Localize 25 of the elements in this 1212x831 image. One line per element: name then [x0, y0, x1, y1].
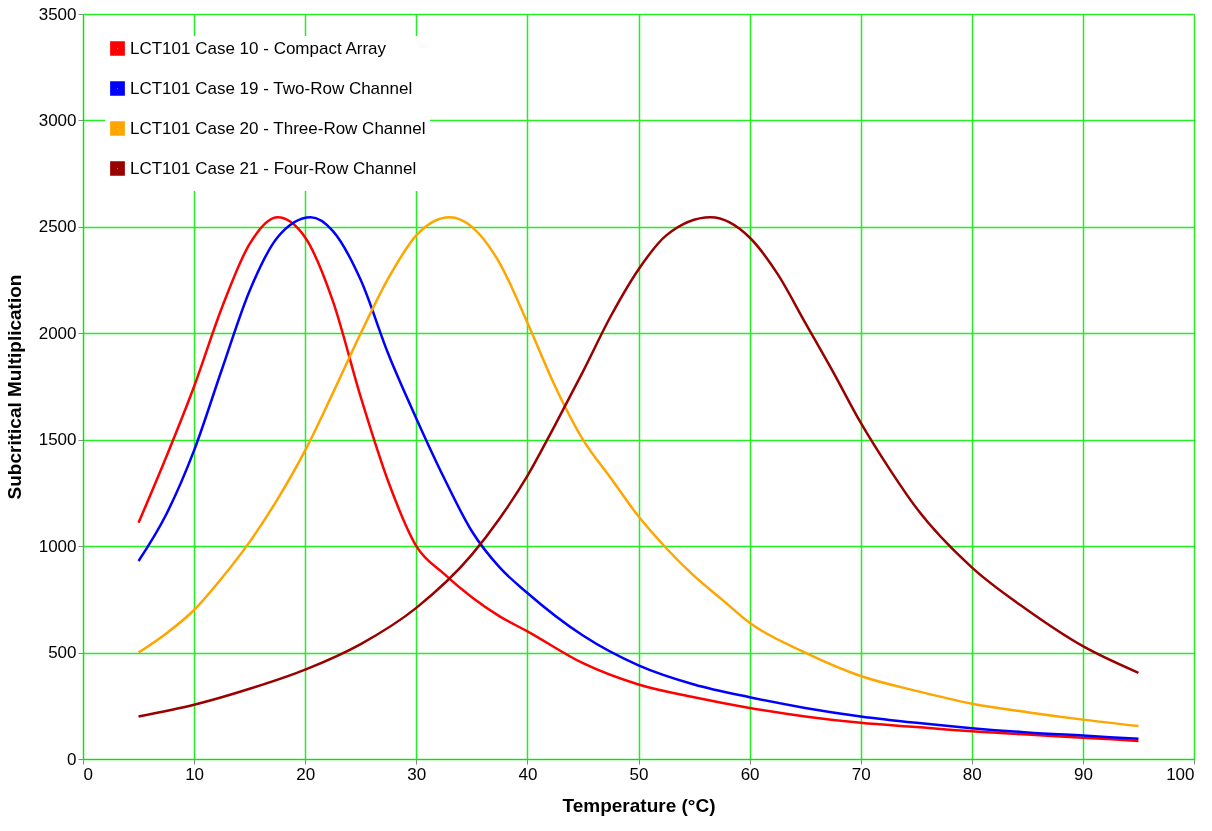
y-tick-label: 3500 — [38, 4, 77, 24]
x-tick-label: 10 — [185, 764, 205, 784]
legend-label: LCT101 Case 21 - Four-Row Channel — [130, 158, 417, 178]
legend-label: LCT101 Case 10 - Compact Array — [130, 38, 387, 58]
y-tick-label: 0 — [67, 749, 77, 769]
y-tick-label: 1000 — [38, 536, 77, 556]
x-tick-label: 60 — [740, 764, 760, 784]
legend-label: LCT101 Case 19 - Two-Row Channel — [130, 78, 413, 98]
x-tick-label: 90 — [1073, 764, 1093, 784]
x-tick-label: 30 — [407, 764, 427, 784]
x-tick-label: 50 — [629, 764, 649, 784]
y-axis-title: Subcritical Multiplication — [3, 274, 25, 500]
y-tick-label: 2500 — [38, 217, 77, 237]
x-axis-title: Temperature (°C) — [562, 794, 716, 816]
y-tick-label: 2000 — [38, 323, 77, 343]
y-tick-label: 1500 — [38, 430, 77, 450]
x-tick-label: 100 — [1166, 764, 1195, 784]
x-tick-label: 40 — [518, 764, 538, 784]
x-tick-label: 0 — [83, 764, 93, 784]
x-tick-label: 80 — [962, 764, 982, 784]
y-tick-label: 3000 — [38, 110, 77, 130]
y-tick-label: 500 — [48, 643, 77, 663]
x-tick-label: 20 — [296, 764, 316, 784]
x-tick-label: 70 — [851, 764, 871, 784]
legend-label: LCT101 Case 20 - Three-Row Channel — [130, 118, 426, 138]
